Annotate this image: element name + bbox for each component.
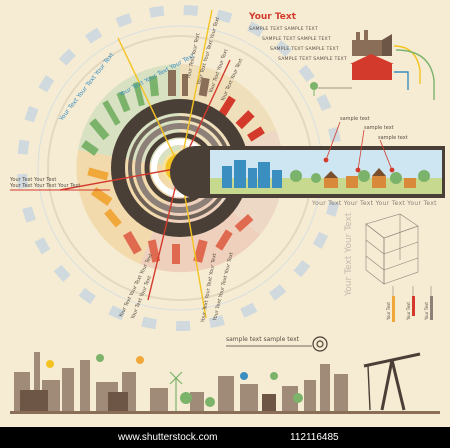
oil-pump-icon <box>363 352 421 411</box>
header-line-2: SAMPLE TEXT SAMPLE TEXT <box>262 37 331 42</box>
header-line-1: SAMPLE TEXT SAMPLE TEXT <box>249 27 318 32</box>
sample-label-3: sample text <box>378 135 408 141</box>
tree-icons <box>180 392 303 407</box>
house-icon <box>350 54 394 80</box>
ring-buildings-brown <box>168 70 210 97</box>
left-label-1: Your Text Your Text <box>10 177 57 183</box>
windmill-icon <box>169 371 183 412</box>
wireframe-building-icon <box>365 213 419 285</box>
map-pin-icon <box>310 82 318 96</box>
ring-buildings-red-bottom <box>123 214 254 264</box>
bar-label-3: Your Text <box>424 302 429 320</box>
header-line-3: SAMPLE TEXT SAMPLE TEXT <box>270 47 339 52</box>
value-bars <box>392 286 433 322</box>
ring-buildings-green <box>81 75 160 156</box>
footer-url: www.shutterstock.com <box>118 432 218 443</box>
bar-label-1: Your Text <box>386 302 391 320</box>
header-line-4: SAMPLE TEXT SAMPLE TEXT <box>278 57 347 62</box>
ring-buildings-orange <box>87 167 122 228</box>
vertical-text: Your Text Your Text <box>344 212 354 296</box>
factory-icon <box>352 30 392 56</box>
left-label-2: Your Text Your Text Your Text <box>10 183 81 189</box>
header-title: Your Text <box>249 12 297 22</box>
bottom-skyline <box>14 352 348 412</box>
watermark-footer: www.shutterstock.com 112116485 <box>0 427 450 448</box>
connector-lines <box>393 45 435 100</box>
rays <box>59 9 231 319</box>
bottom-sample-text: sample text sample text <box>226 336 300 343</box>
bottom-pins <box>46 354 278 380</box>
target-icon <box>312 336 328 352</box>
sample-label-1: sample text <box>340 116 370 122</box>
footer-id: 112116485 <box>290 432 339 443</box>
bottom-skyline-dark <box>20 390 276 412</box>
banner-pins <box>323 121 395 173</box>
bar-label-2: Your Text <box>406 302 411 320</box>
sample-label-2: sample text <box>364 125 394 131</box>
ground-line <box>10 411 440 414</box>
banner-text: Your Text Your Text Your Text Your Text <box>312 200 437 207</box>
city-banner <box>170 146 445 198</box>
